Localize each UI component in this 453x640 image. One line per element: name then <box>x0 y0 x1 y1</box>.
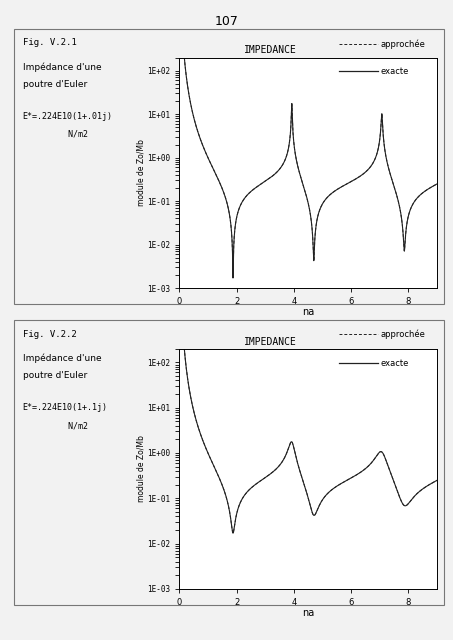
Text: IMPEDANCE: IMPEDANCE <box>244 45 297 56</box>
Text: E*=.224E10(1+.1j): E*=.224E10(1+.1j) <box>23 403 108 412</box>
Text: exacte: exacte <box>381 358 409 368</box>
exacte <box>304 191 309 199</box>
Line: approchée: approchée <box>181 331 437 533</box>
exacte <box>421 188 426 196</box>
approchée <box>178 36 183 44</box>
approchée <box>179 36 184 44</box>
exacte <box>188 103 194 111</box>
Text: approchée: approchée <box>381 39 425 49</box>
exacte <box>304 487 309 495</box>
Text: Fig. V.2.2: Fig. V.2.2 <box>23 330 77 339</box>
approchée <box>179 327 184 335</box>
exacte <box>228 222 234 230</box>
exacte <box>230 529 236 537</box>
Text: approchée: approchée <box>381 330 425 339</box>
exacte <box>178 327 183 335</box>
Text: poutre d'Euler: poutre d'Euler <box>23 371 87 380</box>
Text: poutre d'Euler: poutre d'Euler <box>23 80 87 89</box>
exacte <box>230 274 236 282</box>
Text: exacte: exacte <box>381 67 409 76</box>
approchée <box>230 529 236 537</box>
exacte <box>193 122 199 130</box>
Line: exacte: exacte <box>181 40 437 278</box>
approchée <box>193 122 199 130</box>
Text: Impédance d'une: Impédance d'une <box>23 353 101 363</box>
exacte <box>434 180 440 188</box>
Text: Impédance d'une: Impédance d'une <box>23 62 101 72</box>
exacte <box>421 484 426 492</box>
Y-axis label: module de Zo/Mb: module de Zo/Mb <box>137 140 146 206</box>
exacte <box>193 416 199 424</box>
exacte <box>434 476 440 484</box>
approchée <box>188 103 194 111</box>
X-axis label: na: na <box>302 307 314 317</box>
exacte <box>228 516 234 524</box>
approchée <box>228 222 234 230</box>
approchée <box>228 516 234 524</box>
Text: 107: 107 <box>215 15 238 28</box>
exacte <box>179 36 184 44</box>
approchée <box>434 476 440 484</box>
exacte <box>188 397 194 404</box>
Line: exacte: exacte <box>181 331 437 533</box>
Text: Fig. V.2.1: Fig. V.2.1 <box>23 38 77 47</box>
Line: approchée: approchée <box>181 40 437 278</box>
Text: N/m2: N/m2 <box>23 130 87 139</box>
Text: E*=.224E10(1+.01j): E*=.224E10(1+.01j) <box>23 112 113 121</box>
approchée <box>193 416 199 424</box>
X-axis label: na: na <box>302 608 314 618</box>
approchée <box>178 327 183 335</box>
approchée <box>434 180 440 188</box>
approchée <box>304 191 309 199</box>
Y-axis label: module de Zo/Mb: module de Zo/Mb <box>137 435 146 502</box>
approchée <box>304 487 309 495</box>
Text: N/m2: N/m2 <box>23 421 87 430</box>
Text: IMPEDANCE: IMPEDANCE <box>244 337 297 347</box>
approchée <box>230 274 236 282</box>
approchée <box>188 397 194 404</box>
approchée <box>421 484 426 492</box>
exacte <box>179 327 184 335</box>
approchée <box>421 188 426 196</box>
exacte <box>178 36 183 44</box>
